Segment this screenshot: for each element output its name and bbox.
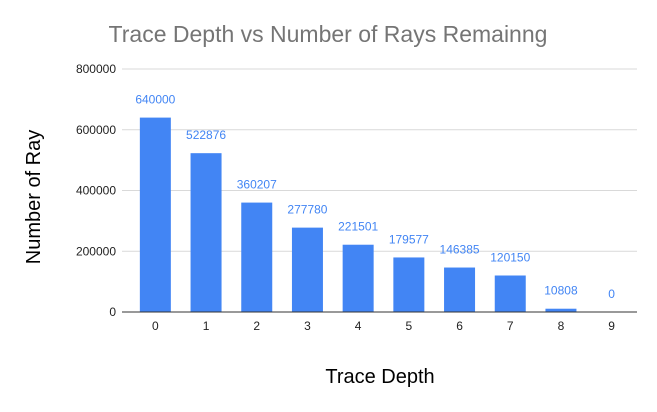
x-tick-label: 3 [304, 319, 311, 333]
y-axis-title: Number of Ray [23, 130, 45, 265]
bar [241, 202, 273, 312]
data-label: 360207 [237, 178, 277, 192]
x-tick-label: 0 [152, 319, 159, 333]
x-tick-label: 2 [253, 319, 260, 333]
x-tick-label: 6 [456, 319, 463, 333]
data-label: 0 [608, 287, 615, 301]
x-tick-label: 8 [558, 319, 565, 333]
data-labels: 640000 522876 360207 277780 221501 179577 1463… [135, 93, 615, 301]
bars [139, 117, 577, 312]
data-label: 179577 [389, 232, 429, 246]
bar [393, 257, 425, 312]
y-tick-label: 600000 [76, 123, 116, 137]
bar [291, 227, 323, 312]
x-tick-label: 1 [203, 319, 210, 333]
data-label: 640000 [135, 93, 175, 107]
bar [190, 153, 222, 312]
y-tick-label: 800000 [76, 62, 116, 76]
x-axis-title: Trace Depth [325, 366, 434, 388]
y-tick-label: 0 [109, 305, 116, 319]
data-label: 277780 [287, 203, 327, 217]
x-tick-labels: 0 1 2 3 4 5 6 7 8 9 [152, 319, 615, 333]
data-label: 10808 [544, 284, 578, 298]
data-label: 221501 [338, 220, 378, 234]
data-label: 522876 [186, 128, 226, 142]
y-tick-label: 200000 [76, 244, 116, 258]
x-tick-label: 4 [355, 319, 362, 333]
y-tick-label: 400000 [76, 184, 116, 198]
x-tick-label: 7 [507, 319, 514, 333]
data-label: 120150 [490, 251, 530, 265]
x-tick-label: 5 [406, 319, 413, 333]
y-tick-labels: 0 200000 400000 600000 800000 [76, 62, 116, 319]
x-tick-label: 9 [608, 319, 615, 333]
bar [342, 244, 374, 312]
data-label: 146385 [440, 243, 480, 257]
bar [545, 308, 577, 312]
chart-title: Trace Depth vs Number of Rays Remainng [109, 21, 548, 47]
bar [494, 275, 526, 312]
bar [444, 267, 476, 312]
bar [139, 117, 171, 312]
